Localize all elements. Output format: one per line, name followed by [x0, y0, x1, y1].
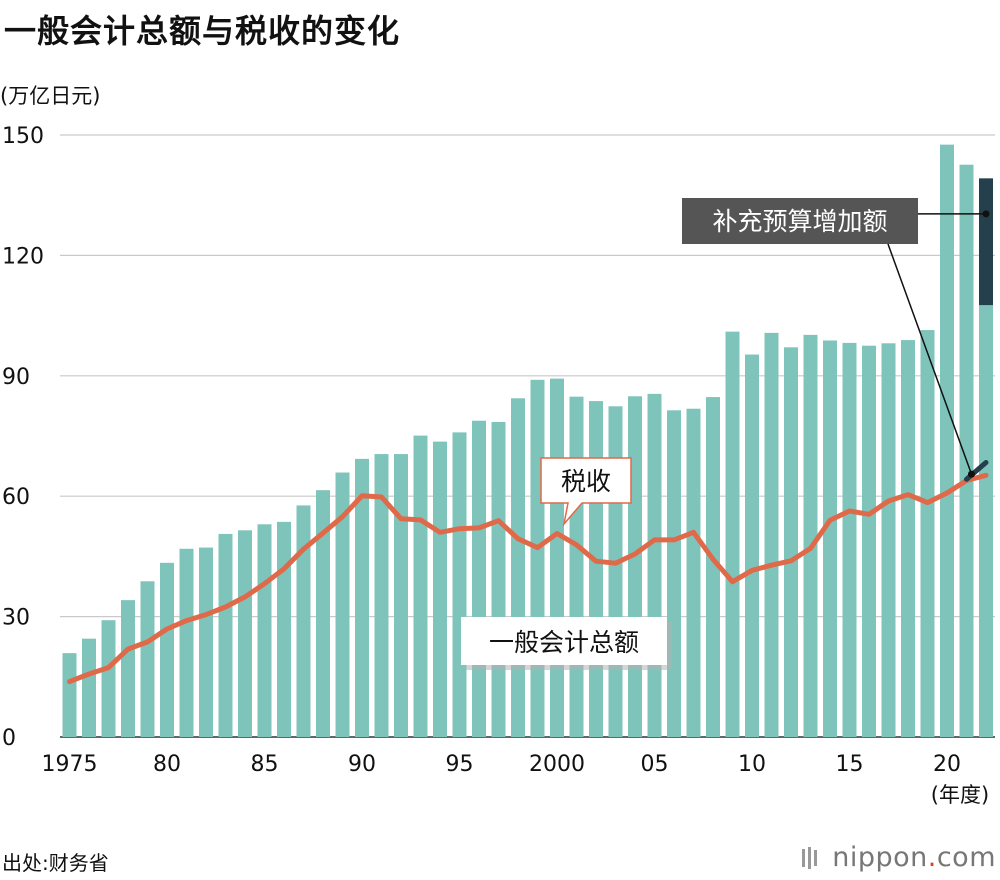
bar-1977 [101, 620, 116, 737]
leader-dot-supplementary-bar [982, 210, 990, 218]
bar-2003 [608, 406, 623, 737]
bar-2010 [745, 354, 759, 737]
leader-line-tax-line [887, 243, 973, 475]
bar-1978 [121, 600, 135, 737]
bar-2008 [706, 397, 720, 737]
x-tick-label-95: 95 [446, 752, 474, 777]
bar-2015 [842, 342, 857, 737]
y-tick-label-120: 120 [2, 244, 44, 269]
bar-2020 [940, 144, 954, 737]
bar-label-box [461, 617, 667, 665]
bar-1994 [433, 441, 447, 737]
leader-dot-tax-line [968, 470, 975, 478]
bar-2018 [901, 340, 915, 737]
bar-2011 [764, 332, 779, 737]
bar-1982 [199, 547, 213, 737]
bar-2014 [823, 340, 837, 737]
y-tick-label-150: 150 [2, 124, 44, 149]
bar-1993 [413, 435, 428, 737]
x-tick-label-15: 15 [836, 752, 864, 777]
bar-1996 [472, 420, 486, 737]
x-tick-label-05: 05 [641, 752, 669, 777]
axis-ticks: 0 30 60 90 120 150 1975 80 85 90 95 2000 05 10 15 20 (年度… [2, 124, 989, 807]
bar-2006 [667, 410, 681, 737]
x-tick-label-1975: 1975 [42, 752, 98, 777]
bar-1981 [179, 548, 194, 737]
bar-1983 [218, 533, 233, 737]
brand-suffix: com [936, 842, 996, 873]
bar-1997 [491, 421, 506, 737]
bar-2013 [803, 334, 818, 737]
bar-2021 [959, 164, 974, 737]
bar-2007 [686, 408, 701, 737]
y-tick-label-30: 30 [2, 606, 30, 631]
bar-series-label: 一般会计总额 [489, 628, 639, 657]
tax-line [67, 472, 989, 685]
bar-1979 [140, 581, 155, 737]
brand-name: nippon [832, 842, 928, 873]
bar-1991 [374, 454, 389, 737]
bar-2004 [628, 396, 642, 737]
bar-1990 [355, 458, 369, 737]
brand-mark-icon [802, 846, 818, 869]
x-axis-label: (年度) [931, 783, 989, 807]
x-tick-label-90: 90 [348, 752, 376, 777]
annotations: 一般会计总额 税收 补充预算增加额 [461, 198, 990, 670]
bar-1995 [452, 432, 467, 737]
bar-1984 [238, 530, 252, 737]
bar-2012 [784, 347, 798, 737]
x-tick-label-10: 10 [738, 752, 766, 777]
y-tick-label-60: 60 [2, 485, 30, 510]
bar-2009 [725, 331, 740, 737]
bar-1987 [296, 505, 311, 737]
x-tick-label-80: 80 [153, 752, 181, 777]
bar-2001 [569, 396, 584, 737]
x-tick-label-2000: 2000 [529, 752, 585, 777]
brand-logo: nippon. com [800, 842, 996, 873]
bar-1989 [335, 472, 350, 737]
source-note: 出处:财务省 [2, 851, 109, 875]
tax-callout-box [540, 457, 632, 527]
bar-1992 [394, 454, 408, 737]
supplementary-bar-2022 [979, 178, 993, 306]
bar-2000 [550, 378, 564, 737]
x-tick-label-85: 85 [251, 752, 279, 777]
bar-2005 [647, 393, 662, 737]
bar-2017 [881, 343, 896, 737]
supplementary-label-box [682, 198, 918, 244]
bar-2019 [920, 330, 935, 737]
bar-2022 [979, 305, 993, 737]
bar-2002 [589, 401, 603, 737]
bar-1999 [530, 379, 545, 737]
bar-1976 [82, 638, 96, 737]
bar-1975 [62, 653, 77, 737]
tax-series-label: 税收 [561, 467, 611, 496]
bar-1988 [316, 490, 330, 737]
bar-2016 [862, 345, 876, 737]
bar-1980 [160, 562, 174, 737]
x-tick-label-20: 20 [933, 752, 961, 777]
chart-title: 一般会计总额与税收的变化 [4, 12, 401, 50]
y-tick-label-0: 0 [2, 726, 16, 751]
brand-dot: . [927, 842, 937, 873]
y-tick-label-90: 90 [2, 365, 30, 390]
grid-lines [60, 134, 995, 738]
bar-1998 [511, 398, 525, 737]
y-axis-unit-label: (万亿日元) [0, 84, 101, 108]
bar-1985 [257, 524, 272, 737]
supplementary-label: 补充预算增加额 [712, 207, 887, 236]
bar-1986 [277, 521, 291, 737]
